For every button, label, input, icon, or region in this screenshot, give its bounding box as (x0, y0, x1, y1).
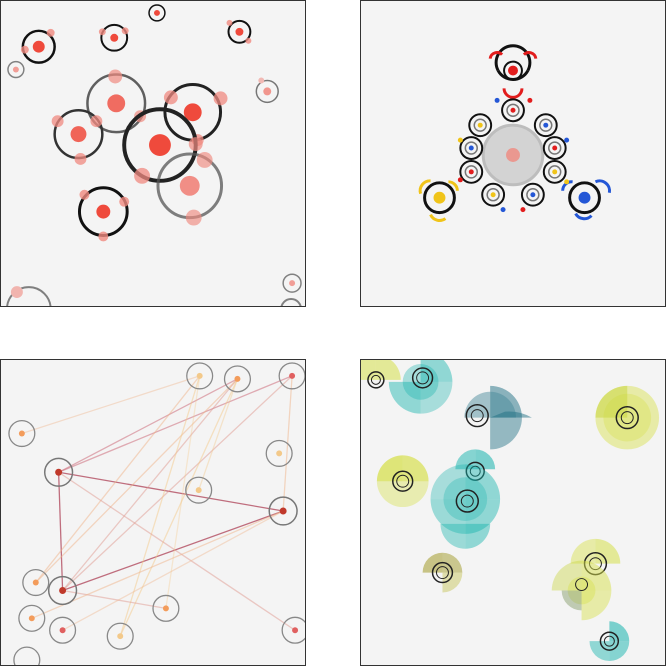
cluster (6, 286, 52, 306)
panel-red-particle-clusters (0, 0, 306, 307)
bloom-canvas (361, 360, 660, 662)
cluster (282, 273, 302, 293)
central-core (481, 123, 545, 187)
panel-connected-node-network (0, 359, 306, 666)
bloom (422, 552, 463, 593)
arm-right (561, 179, 612, 221)
arm-left (418, 179, 459, 222)
cluster (77, 186, 130, 242)
panel-symmetric-fractal-rings (360, 0, 666, 307)
bloom (430, 449, 501, 549)
satellite-ring (457, 97, 570, 213)
cluster (20, 28, 56, 64)
links (21, 375, 296, 637)
cluster (98, 23, 129, 52)
particle-canvas (6, 4, 302, 306)
bloom (464, 385, 532, 450)
cluster (51, 109, 104, 165)
bloom (589, 621, 630, 662)
bloom (595, 385, 660, 450)
cluster (122, 107, 203, 184)
nodes (8, 362, 305, 665)
cluster (255, 77, 279, 104)
clusters (6, 4, 302, 306)
arm-top (488, 44, 538, 99)
cluster (7, 60, 25, 79)
fractal-canvas (418, 44, 612, 222)
bloom (361, 360, 453, 414)
panel-radial-fan-blooms (360, 359, 666, 666)
network-canvas (8, 362, 305, 665)
bloom (551, 538, 621, 621)
cluster (280, 298, 302, 306)
cluster (148, 4, 166, 22)
bloom (376, 455, 429, 508)
cluster (156, 152, 224, 226)
cluster (226, 19, 252, 44)
